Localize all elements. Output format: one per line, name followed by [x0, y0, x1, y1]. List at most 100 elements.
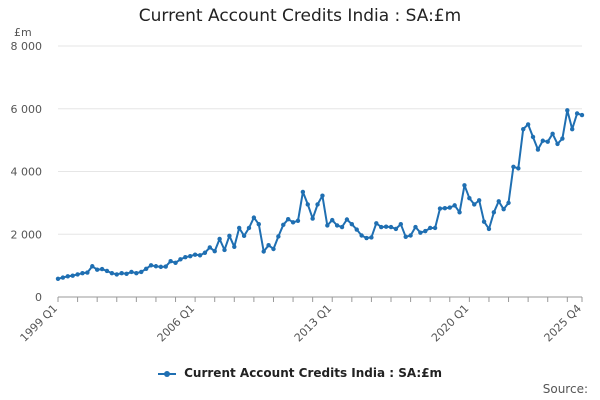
- data-point: [197, 253, 203, 258]
- data-point: [481, 219, 487, 224]
- axes: 0 2 000 4 000 6 000 8 000 1999 Q1 2006 Q1 2013 …: [11, 40, 585, 344]
- data-point: [153, 264, 159, 269]
- data-point: [442, 206, 448, 211]
- data-point: [344, 217, 350, 222]
- data-point: [276, 234, 281, 239]
- data-point: [325, 223, 330, 228]
- x-tick-label: 2020 Q1: [429, 302, 472, 345]
- data-point: [236, 225, 242, 231]
- y-tick-label: 8 000: [11, 40, 43, 53]
- data-point: [251, 215, 257, 220]
- data-point: [506, 200, 511, 206]
- data-point: [521, 126, 526, 132]
- data-point: [432, 225, 438, 231]
- data-point: [579, 112, 585, 118]
- data-point: [75, 272, 80, 277]
- y-axis-unit-label: £m: [14, 26, 32, 39]
- data-point: [570, 126, 575, 132]
- data-point: [320, 193, 325, 198]
- data-point: [94, 267, 100, 272]
- data-point: [55, 276, 61, 282]
- data-point: [104, 268, 110, 274]
- data-point: [315, 202, 320, 207]
- data-point: [535, 147, 541, 152]
- data-point: [496, 199, 501, 204]
- data-point: [256, 222, 261, 227]
- data-point: [467, 195, 472, 201]
- data-point: [486, 226, 492, 232]
- data-point: [109, 270, 115, 276]
- data-point: [334, 223, 340, 228]
- data-point: [300, 189, 306, 195]
- data-point: [163, 264, 168, 269]
- data-point: [80, 270, 85, 276]
- series-line: [57, 109, 583, 280]
- data-point: [227, 233, 232, 239]
- data-point: [472, 202, 477, 207]
- legend-label: Current Account Credits India : SA:£m: [184, 366, 443, 380]
- data-point: [374, 221, 379, 226]
- data-point: [85, 270, 90, 275]
- data-point: [462, 183, 467, 188]
- data-point: [398, 222, 404, 227]
- data-point: [99, 266, 105, 272]
- data-point: [550, 131, 555, 137]
- data-point: [540, 138, 546, 143]
- data-point: [212, 248, 217, 254]
- x-tick-label: 2013 Q1: [292, 302, 335, 345]
- data-point: [129, 269, 134, 275]
- data-point: [574, 111, 580, 116]
- data-point: [388, 224, 394, 230]
- legend-swatch: [157, 370, 176, 377]
- x-tick-label: 2006 Q1: [155, 302, 198, 345]
- data-point: [222, 247, 227, 253]
- data-point: [188, 254, 193, 259]
- y-tick-label: 6 000: [11, 103, 43, 116]
- data-point: [217, 236, 222, 242]
- data-point: [192, 252, 198, 257]
- data-point: [393, 226, 399, 232]
- data-point: [305, 202, 310, 207]
- data-point: [124, 271, 129, 276]
- data-point: [369, 235, 374, 240]
- data-point: [143, 266, 149, 271]
- data-point: [266, 243, 271, 248]
- data-point: [354, 227, 359, 232]
- data-point: [310, 216, 315, 221]
- y-tick-label: 2 000: [11, 228, 43, 241]
- x-tick-label: 1999 Q1: [18, 302, 61, 345]
- data-point: [359, 233, 364, 238]
- data-point: [530, 134, 536, 140]
- data-point: [330, 217, 335, 223]
- gridlines: [58, 45, 582, 298]
- data-point: [501, 206, 506, 212]
- data-point: [173, 260, 178, 266]
- series-layer: [55, 108, 585, 282]
- data-point: [457, 210, 462, 215]
- data-point: [560, 136, 565, 141]
- legend: Current Account Credits India : SA:£m: [0, 366, 600, 380]
- data-point: [511, 164, 516, 169]
- data-point: [339, 224, 345, 230]
- data-point: [403, 234, 408, 239]
- data-point: [491, 210, 497, 215]
- data-point: [545, 139, 550, 144]
- data-point: [70, 273, 75, 278]
- data-point: [379, 224, 384, 230]
- data-point: [261, 249, 266, 254]
- data-point: [452, 203, 457, 208]
- data-point: [202, 250, 208, 255]
- data-point: [476, 198, 482, 203]
- data-point: [285, 216, 291, 222]
- chart-title: Current Account Credits India : SA:£m: [138, 6, 462, 26]
- data-point: [349, 222, 355, 227]
- data-point: [447, 205, 452, 210]
- data-point: [408, 233, 413, 238]
- data-point: [555, 141, 560, 147]
- y-tick-label: 0: [35, 291, 42, 304]
- data-point: [418, 230, 423, 235]
- data-point: [437, 206, 443, 211]
- data-point: [178, 257, 183, 262]
- data-point: [158, 264, 164, 270]
